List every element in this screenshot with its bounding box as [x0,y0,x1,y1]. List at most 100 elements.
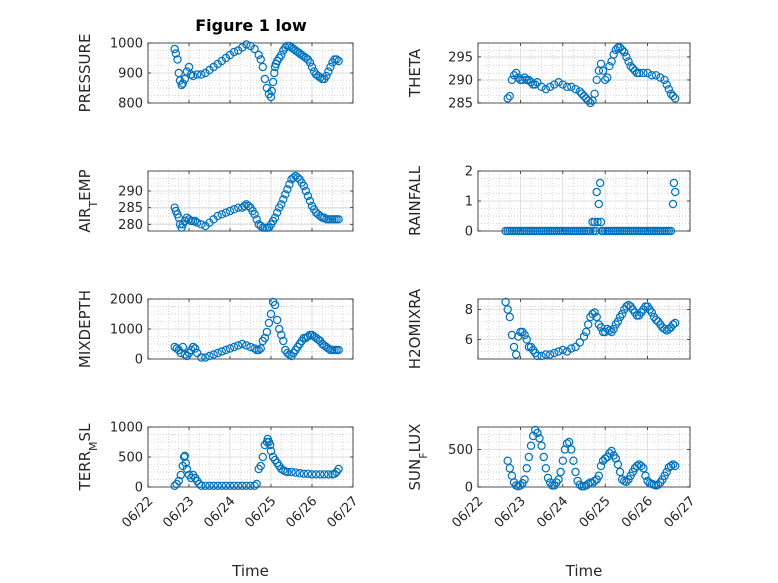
data-point [221,345,231,355]
data-point [651,71,661,80]
y-axis-label: MIXDEPTH [76,290,94,368]
y-tick-label: 500 [118,451,143,466]
y-axis-label: H2OMIXRA [406,288,424,369]
data-point [260,74,270,84]
data-point [605,449,614,458]
data-point [613,317,623,326]
data-point [518,75,527,85]
y-tick-label: 1000 [110,421,143,436]
data-point [307,470,317,479]
data-point [265,440,275,450]
data-point [556,467,565,477]
data-point [533,351,542,361]
data-point [176,470,185,480]
data-point [569,456,578,465]
data-point [287,467,296,477]
data-point [205,351,214,361]
data-point [571,467,580,477]
data-point [537,351,546,361]
data-point [213,348,222,358]
data-point [666,89,676,98]
data-point [201,353,210,362]
data-point [181,458,190,468]
data-point [594,199,604,209]
data-point [322,71,331,81]
data-point [180,74,190,84]
data-point [537,441,546,450]
data-point [596,217,606,227]
grid [477,427,691,487]
data-point [250,210,259,219]
data-point [258,62,267,72]
data-point [217,210,226,219]
data-point [520,73,529,82]
data-point [170,44,179,54]
data-point [639,68,648,78]
subplot-pressure: 800 900 1000 PRESSURE [76,34,354,112]
data-point [522,464,531,473]
data-point [643,68,652,78]
data-point [233,203,243,212]
data-point [624,300,633,310]
data-point [571,84,580,94]
data-point [554,78,563,87]
data-point [596,461,606,471]
grid [477,171,691,231]
x-tick-label: 06/22 [119,494,156,531]
data-point [252,215,261,224]
data-point [170,481,179,490]
data-point [501,297,510,307]
data-point [197,481,206,490]
y-tick-label: 290 [118,185,143,200]
data-point [609,324,618,334]
data-point [171,49,181,58]
data-point [266,446,276,456]
y-tick-label: 295 [448,50,473,65]
data-point [660,75,669,85]
data-point [334,464,343,474]
y-tick-label: 8 [465,303,473,318]
data-point [605,61,614,71]
data-point [590,308,599,317]
data-point [186,70,196,79]
data-point [575,87,584,96]
y-tick-label: 290 [448,73,473,88]
data-point [221,481,231,490]
data-point [639,464,648,473]
data-point [209,350,218,359]
data-point [509,342,519,352]
data-point [550,348,559,358]
data-point [537,82,546,92]
data-point [651,315,661,325]
x-tick-label: 06/24 [534,494,571,531]
data-point [192,348,202,358]
x-tick-label: 06/27 [661,494,698,531]
data-point [242,481,251,490]
data-point [526,441,536,450]
data-point [229,47,239,57]
data-point [277,330,286,340]
data-point [277,200,286,209]
data-point [173,55,182,64]
data-point [601,75,610,85]
data-point [267,86,277,96]
data-point [184,62,194,72]
data-series [503,43,680,108]
data-point [320,470,329,479]
data-point [562,82,572,92]
x-tick-label: 06/25 [242,494,279,531]
data-point [595,178,605,188]
data-point [285,350,294,359]
data-point [630,66,640,75]
subplot-rainfall: 0 1 2 RAINFALL [406,165,691,240]
subplot-sun-flux: 0 500 06/22 06/23 06/24 06/25 06/26 06/27 Time SU… [406,424,698,580]
x-tick-label: 06/22 [449,494,486,531]
data-point [584,96,593,105]
data-series [501,178,680,236]
y-tick-label: 0 [465,225,473,240]
data-point [197,353,206,362]
data-point [670,94,680,103]
data-point [524,75,534,85]
data-point [197,220,206,229]
data-point [184,215,194,224]
